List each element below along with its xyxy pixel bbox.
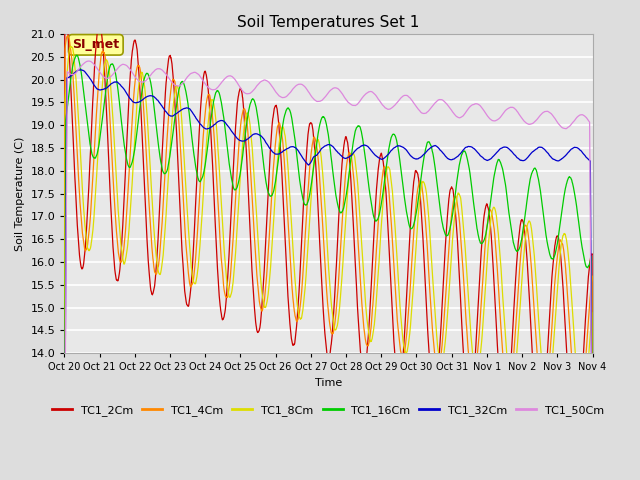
Title: Soil Temperatures Set 1: Soil Temperatures Set 1 <box>237 15 420 30</box>
Text: SI_met: SI_met <box>72 38 120 51</box>
Legend: TC1_2Cm, TC1_4Cm, TC1_8Cm, TC1_16Cm, TC1_32Cm, TC1_50Cm: TC1_2Cm, TC1_4Cm, TC1_8Cm, TC1_16Cm, TC1… <box>48 400 609 420</box>
X-axis label: Time: Time <box>315 378 342 388</box>
Y-axis label: Soil Temperature (C): Soil Temperature (C) <box>15 136 25 251</box>
